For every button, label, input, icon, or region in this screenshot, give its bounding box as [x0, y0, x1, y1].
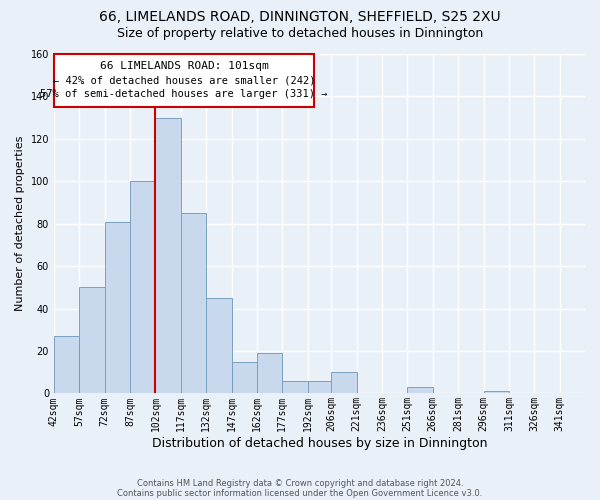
Bar: [407, 387, 433, 394]
Bar: [206, 298, 232, 394]
Bar: [282, 380, 308, 394]
Text: 66 LIMELANDS ROAD: 101sqm: 66 LIMELANDS ROAD: 101sqm: [100, 62, 269, 72]
Bar: [181, 213, 206, 394]
Bar: [130, 182, 155, 394]
X-axis label: Distribution of detached houses by size in Dinnington: Distribution of detached houses by size …: [152, 437, 487, 450]
Bar: [257, 353, 282, 394]
Bar: [232, 362, 257, 394]
Text: Size of property relative to detached houses in Dinnington: Size of property relative to detached ho…: [117, 28, 483, 40]
Text: ← 42% of detached houses are smaller (242): ← 42% of detached houses are smaller (24…: [53, 75, 316, 85]
Bar: [104, 222, 130, 394]
Y-axis label: Number of detached properties: Number of detached properties: [15, 136, 25, 312]
Text: Contains public sector information licensed under the Open Government Licence v3: Contains public sector information licen…: [118, 488, 482, 498]
Bar: [155, 118, 181, 394]
Bar: [484, 392, 509, 394]
Bar: [331, 372, 356, 394]
Bar: [308, 380, 333, 394]
Bar: [79, 288, 104, 394]
Text: Contains HM Land Registry data © Crown copyright and database right 2024.: Contains HM Land Registry data © Crown c…: [137, 478, 463, 488]
Text: 57% of semi-detached houses are larger (331) →: 57% of semi-detached houses are larger (…: [40, 89, 328, 99]
Bar: [54, 336, 79, 394]
FancyBboxPatch shape: [54, 54, 314, 107]
Text: 66, LIMELANDS ROAD, DINNINGTON, SHEFFIELD, S25 2XU: 66, LIMELANDS ROAD, DINNINGTON, SHEFFIEL…: [99, 10, 501, 24]
